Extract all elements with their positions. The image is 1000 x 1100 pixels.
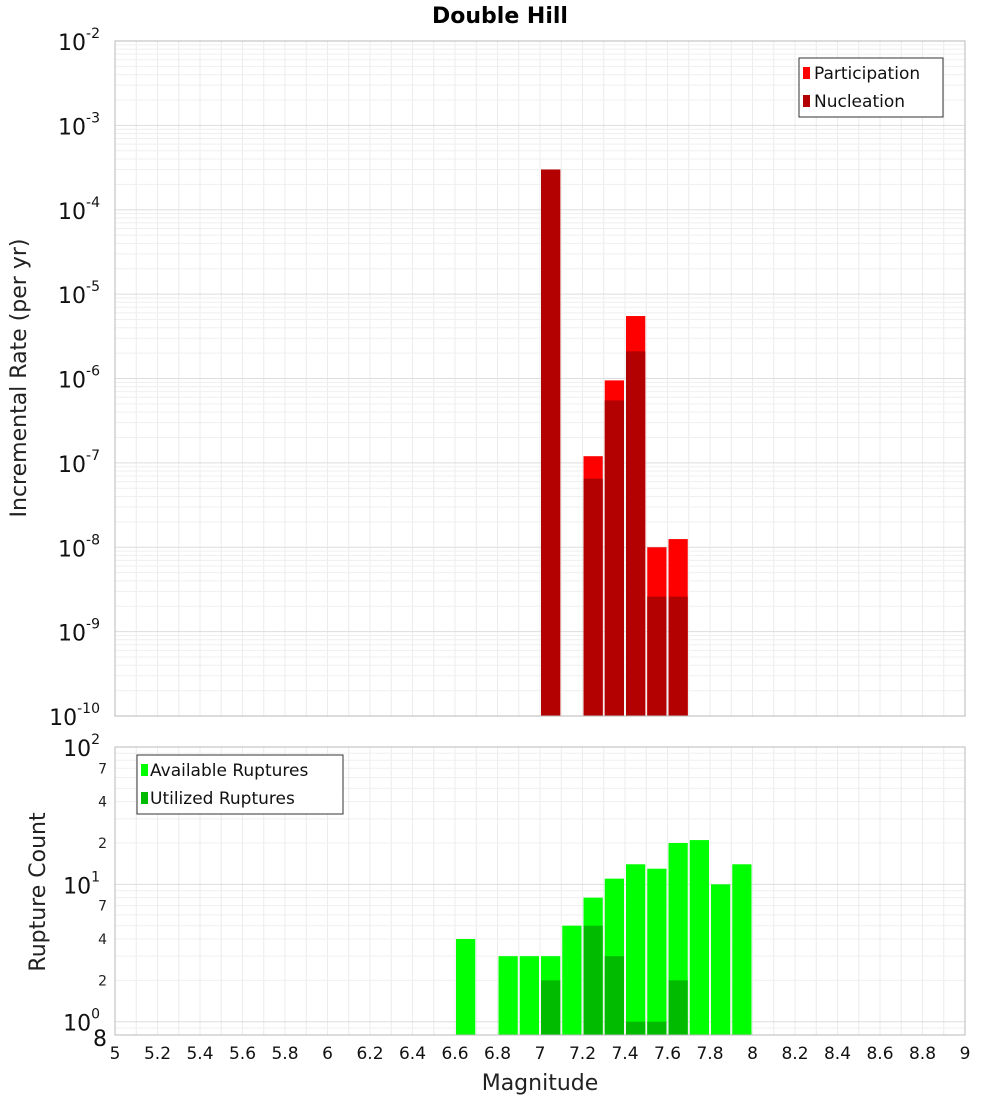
bottom-legend: Available Ruptures Utilized Ruptures [136,754,344,815]
top-y-tick-label: 10-4 [58,195,100,225]
x-tick-label: 5.4 [186,1044,213,1064]
top-y-axis-label: Incremental Rate (per yr) [7,239,32,518]
bottom-bar-available-ruptures [689,840,709,1035]
bottom-y-minor-tick-label: 2 [98,836,107,852]
x-tick-label: 6 [322,1044,333,1064]
top-panel: 10-2 10-3 10-4 10-5 10-6 10-7 10-8 10-9 10-10 In… [7,26,966,731]
top-legend: Participation Nucleation [798,57,944,118]
bottom-y-minor-tick-label: 8 [93,1027,107,1052]
bottom-bar-utilized-ruptures [541,980,561,1035]
legend-label-utilized: Utilized Ruptures [150,789,295,809]
top-y-tick-label: 10-10 [49,701,100,731]
x-tick-label: 5 [110,1044,121,1064]
x-tick-label: 7 [535,1044,546,1064]
bottom-bar-utilized-ruptures [583,925,603,1035]
top-y-tick-label: 10-2 [58,26,100,56]
x-tick-label: 8.6 [866,1044,893,1064]
legend-swatch-available [141,764,148,776]
bottom-bars [456,840,752,1035]
top-plot-border [114,40,966,717]
bottom-y-minor-tick-label: 4 [98,795,107,811]
bottom-bar-utilized-ruptures [668,980,688,1035]
top-legend-box [798,57,944,118]
bottom-y-minor-tick-label: 4 [98,932,107,948]
bottom-bar-utilized-ruptures [604,956,624,1035]
x-tick-label: 9 [960,1044,971,1064]
top-bar-nucleation [626,351,646,716]
x-tick-label: 8.4 [824,1044,851,1064]
x-tick-label: 6.2 [356,1044,383,1064]
top-y-tick-label: 10-8 [58,532,100,562]
bottom-bar-available-ruptures [498,956,518,1035]
bottom-y-minor-tick-label: 2 [98,973,107,989]
top-bar-nucleation [604,400,624,716]
top-y-ticks: 10-2 10-3 10-4 10-5 10-6 10-7 10-8 10-9 10-10 [49,26,100,731]
legend-swatch-participation [803,67,810,79]
bottom-bar-available-ruptures [711,884,731,1035]
bottom-grid [115,747,965,1035]
x-tick-label: 8.8 [909,1044,936,1064]
bottom-bar-available-ruptures [647,868,667,1035]
top-grid [115,41,965,716]
legend-swatch-utilized [141,792,148,804]
bottom-y-axis-label: Rupture Count [26,812,51,972]
legend-label-available: Available Ruptures [150,761,308,781]
top-y-tick-label: 10-7 [58,448,100,478]
x-tick-label: 5.6 [229,1044,256,1064]
bottom-y-tick-label: 100 [63,1007,100,1037]
bottom-bar-available-ruptures [456,939,476,1035]
x-tick-label: 7.2 [569,1044,596,1064]
legend-label-nucleation: Nucleation [814,92,905,112]
bottom-bar-available-ruptures [519,956,539,1035]
bottom-bar-utilized-ruptures [647,1021,667,1035]
bottom-bar-available-ruptures [732,864,752,1035]
bottom-y-minor-tick-label: 7 [98,761,107,777]
bottom-plot-border [114,746,966,1036]
x-tick-label: 6.4 [399,1044,426,1064]
x-tick-label: 6.6 [441,1044,468,1064]
x-tick-label: 8.2 [781,1044,808,1064]
top-y-tick-label: 10-5 [58,279,100,309]
x-tick-label: 7.8 [696,1044,723,1064]
x-tick-label: 5.2 [144,1044,171,1064]
bottom-y-minor-tick-label: 7 [98,899,107,915]
x-tick-label: 8 [747,1044,758,1064]
top-bar-nucleation [541,169,561,716]
x-ticks: 5 5.2 5.4 5.6 5.8 6 6.2 6.4 6.6 6.8 7 7.2 7.4 7.6 7.8 8… [110,1044,971,1064]
x-tick-label: 7.4 [611,1044,638,1064]
top-bar-nucleation [583,478,603,716]
bottom-legend-box [136,754,344,815]
top-y-tick-label: 10-6 [58,364,100,394]
top-bar-nucleation [668,596,688,716]
chart-title: Double Hill [432,4,568,29]
x-tick-label: 5.8 [271,1044,298,1064]
top-y-tick-label: 10-9 [58,617,100,647]
bottom-panel: 102 101 100 7 4 2 7 4 2 8 Rupture Count Available… [26,732,970,1096]
x-tick-label: 7.6 [654,1044,681,1064]
x-tick-label: 6.8 [484,1044,511,1064]
top-bars [541,169,688,716]
bottom-bar-available-ruptures [562,925,582,1035]
legend-swatch-nucleation [803,95,810,107]
bottom-y-ticks: 102 101 100 7 4 2 7 4 2 8 [63,732,107,1052]
top-bar-nucleation [647,596,667,716]
x-axis-label: Magnitude [482,1071,599,1096]
bottom-y-tick-label: 101 [63,869,100,899]
bottom-bar-available-ruptures [626,864,646,1035]
bottom-y-tick-label: 102 [63,732,100,762]
legend-label-participation: Participation [814,64,920,84]
bottom-bar-utilized-ruptures [626,1021,646,1035]
top-y-tick-label: 10-3 [58,110,100,140]
